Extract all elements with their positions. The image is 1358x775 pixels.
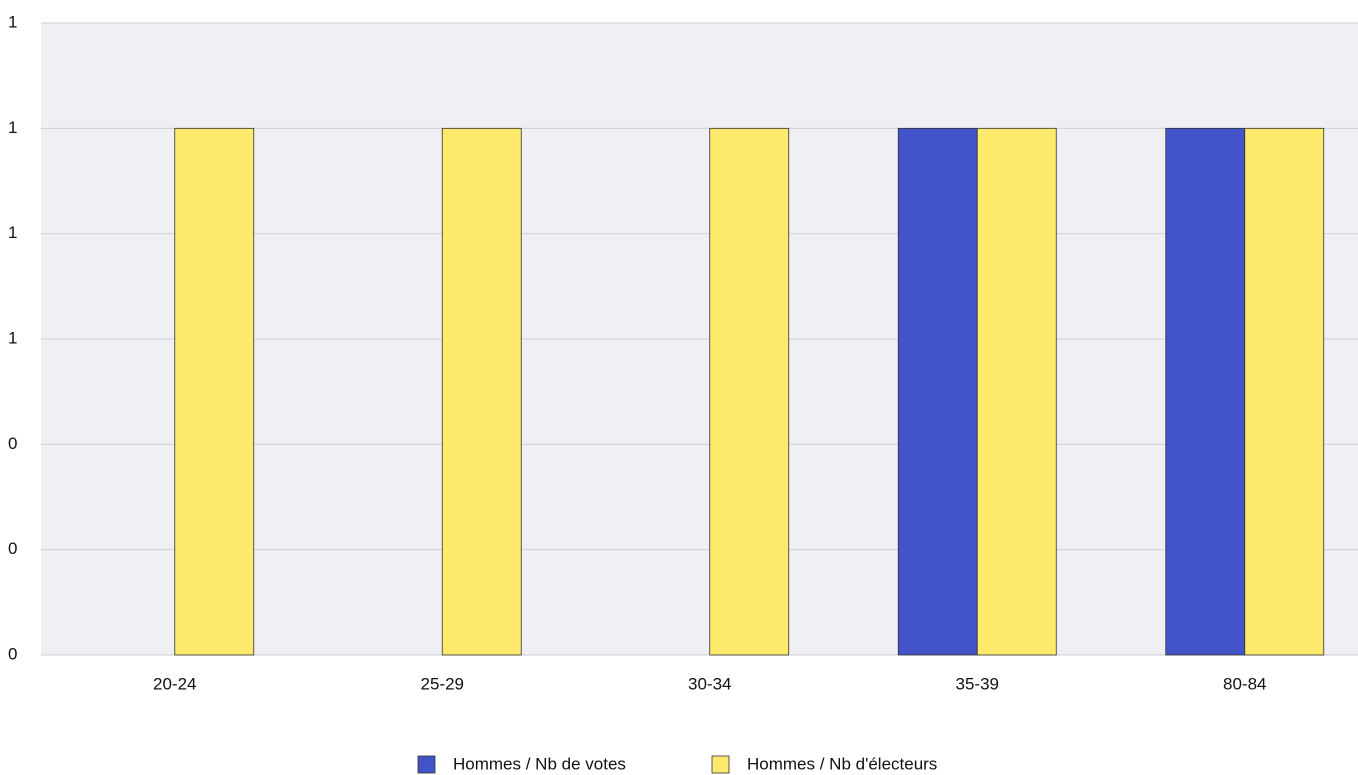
x-tick-label: 35-39 xyxy=(956,674,999,693)
legend-swatch xyxy=(417,755,436,774)
x-tick-label: 80-84 xyxy=(1223,674,1266,693)
y-tick-label: 0 xyxy=(8,434,17,453)
x-tick-label: 20-24 xyxy=(153,674,196,693)
legend-label: Hommes / Nb d'électeurs xyxy=(747,754,937,773)
bar xyxy=(976,127,1057,656)
y-tick-label: 0 xyxy=(8,539,17,558)
y-tick-label: 1 xyxy=(8,328,17,347)
bar xyxy=(897,127,978,656)
x-tick-label: 25-29 xyxy=(421,674,464,693)
legend-label: Hommes / Nb de votes xyxy=(453,754,626,773)
x-tick-label: 30-34 xyxy=(688,674,731,693)
bar xyxy=(709,127,790,656)
y-tick-label: 0 xyxy=(8,644,17,663)
bar xyxy=(441,127,522,656)
bar xyxy=(174,127,255,656)
bar xyxy=(1165,127,1246,656)
legend-swatch xyxy=(711,755,730,774)
y-tick-label: 1 xyxy=(8,223,17,242)
y-tick-label: 1 xyxy=(8,118,17,137)
y-tick-label: 1 xyxy=(8,12,17,31)
bar xyxy=(1244,127,1325,656)
